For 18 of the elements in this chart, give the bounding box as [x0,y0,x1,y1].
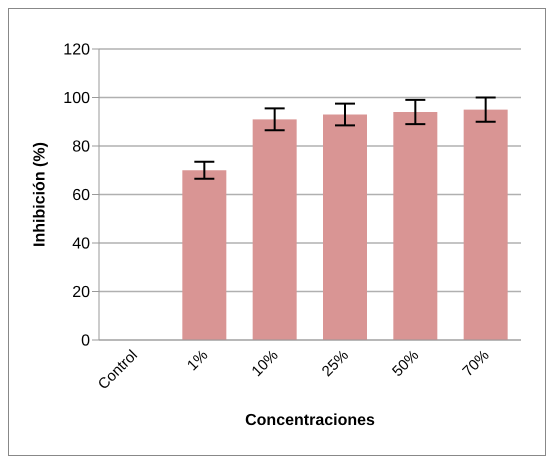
x-tick-label: 10% [248,346,282,380]
y-tick-label: 80 [72,138,90,156]
y-tick-label: 40 [72,236,90,253]
y-tick-label: 120 [63,42,90,59]
bar [464,110,508,340]
y-tick-label: 100 [63,90,90,108]
y-axis-title: Inhibición (%) [32,142,49,247]
x-tick-label: 70% [459,346,493,380]
x-axis-title: Concentraciones [245,412,376,429]
x-tick-label: 50% [389,346,422,380]
y-tick-label: 0 [81,332,90,350]
bar [323,114,367,340]
x-tick-label: 1% [184,346,212,374]
y-tick-label: 60 [72,187,90,204]
bar [252,119,297,340]
bar [182,170,226,340]
y-tick-label: 20 [72,284,90,302]
bar [393,112,438,340]
